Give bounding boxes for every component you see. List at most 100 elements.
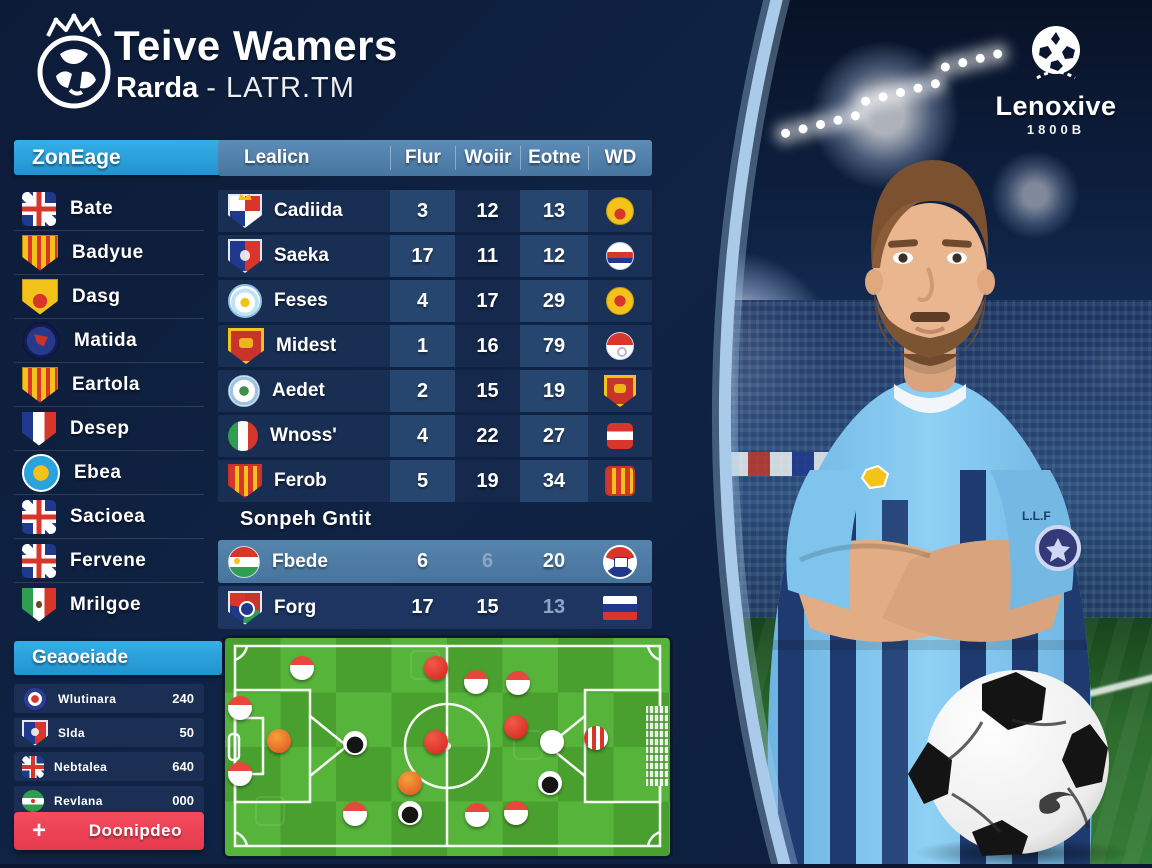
red-white-crest-marker[interactable] bbox=[584, 726, 608, 750]
stadium-scene: L.L.F bbox=[660, 0, 1152, 864]
stat-value: 640 bbox=[172, 759, 194, 774]
stat-row[interactable]: Nebtalea 640 bbox=[14, 752, 204, 781]
pitch-lines bbox=[227, 644, 668, 848]
quartered-crown-shield-icon bbox=[228, 194, 262, 228]
red-player-marker[interactable] bbox=[504, 715, 528, 739]
stat-value: 240 bbox=[172, 691, 194, 706]
uk-flag-crown-crest-icon bbox=[22, 191, 56, 226]
gold-red-round-crest-icon bbox=[606, 287, 634, 315]
page-title: Teive Wamers bbox=[114, 22, 398, 69]
stat-value: 15 bbox=[476, 596, 499, 618]
stat-value: 15 bbox=[455, 370, 520, 412]
stat-value: 17 bbox=[411, 596, 434, 618]
team-name: Midest bbox=[276, 335, 337, 356]
stat-value: 12 bbox=[520, 235, 588, 277]
italy-round-flag-icon bbox=[228, 421, 258, 451]
sidebar-item-badyue[interactable]: Badyue bbox=[14, 231, 204, 275]
sidebar-item-fervene[interactable]: Fervene bbox=[14, 539, 204, 583]
navy-round-crest-icon bbox=[22, 321, 60, 360]
sidebar-item-dasg[interactable]: Dasg bbox=[14, 275, 204, 319]
white-ring-round-crest-icon bbox=[228, 375, 260, 407]
column-header-wd[interactable]: WD bbox=[588, 146, 652, 170]
svg-text:L.L.F: L.L.F bbox=[1022, 509, 1051, 523]
column-header-flur[interactable]: Flur bbox=[390, 146, 455, 170]
sidebar-item-label: Matida bbox=[74, 329, 138, 351]
orange-player-marker[interactable] bbox=[398, 771, 422, 795]
white-player-marker[interactable] bbox=[228, 762, 252, 786]
page-subtitle: Rarda - LATR.TM bbox=[116, 72, 355, 105]
white-player-marker[interactable] bbox=[228, 696, 252, 720]
black-player-marker[interactable] bbox=[538, 771, 562, 795]
white-blue-red-flag-icon bbox=[603, 595, 637, 620]
download-button[interactable]: + Doonipdeo bbox=[14, 812, 204, 850]
stat-value: 12 bbox=[455, 190, 520, 232]
floodlight-glow bbox=[990, 150, 1080, 240]
table-row[interactable]: Aedet 2 15 19 bbox=[218, 370, 652, 412]
stat-value: 11 bbox=[455, 235, 520, 277]
white-player-marker[interactable] bbox=[540, 730, 564, 754]
spain-stripes-crest-icon bbox=[22, 234, 58, 271]
stat-value: 5 bbox=[390, 460, 455, 502]
table-row[interactable]: Saeka 17 11 12 bbox=[218, 235, 652, 277]
stat-row[interactable]: Revlana 000 bbox=[14, 786, 204, 815]
sidebar-item-bate[interactable]: Bate bbox=[14, 187, 204, 231]
white-player-marker[interactable] bbox=[504, 801, 528, 825]
stat-value: 19 bbox=[455, 460, 520, 502]
stat-value: 000 bbox=[172, 793, 194, 808]
red-player-marker[interactable] bbox=[424, 730, 448, 754]
spain-stripes-crest-icon bbox=[22, 366, 58, 403]
team-name: Forg bbox=[274, 596, 317, 618]
stat-value: 27 bbox=[520, 415, 588, 457]
stat-row[interactable]: Slda 50 bbox=[14, 718, 204, 747]
blue-round-crest-icon bbox=[22, 453, 60, 492]
white-player-marker[interactable] bbox=[464, 670, 488, 694]
sidebar: ZonEage Bate Badyue Dasg Matida Eartola … bbox=[14, 140, 222, 626]
sidebar-item-mrilgoe[interactable]: Mrilgoe bbox=[14, 583, 204, 626]
team-name: Cadiida bbox=[274, 200, 343, 221]
stat-value: 3 bbox=[390, 190, 455, 232]
team-name: Fbede bbox=[272, 550, 328, 572]
white-red-blue-round-flag-icon bbox=[606, 242, 634, 270]
table-row[interactable]: Cadiida 3 12 13 bbox=[218, 190, 652, 232]
stat-value: 17 bbox=[455, 280, 520, 322]
column-header-eotne[interactable]: Eotne bbox=[520, 146, 588, 170]
black-player-marker[interactable] bbox=[398, 801, 422, 825]
stat-value: 50 bbox=[179, 725, 194, 740]
table-row[interactable]: Midest 1 16 79 bbox=[218, 325, 652, 367]
white-player-marker[interactable] bbox=[290, 656, 314, 680]
group-section-title: Sonpeh Gntit bbox=[240, 508, 372, 530]
white-player-marker[interactable] bbox=[506, 671, 530, 695]
white-player-marker[interactable] bbox=[465, 803, 489, 827]
team-name: Ferob bbox=[274, 470, 327, 491]
sidebar-item-ebea[interactable]: Ebea bbox=[14, 451, 204, 495]
blue-red-shield-icon bbox=[22, 719, 48, 746]
red-gold-striped-shield-icon bbox=[228, 464, 262, 498]
standings-table: Cadiida 3 12 13 Saeka 17 11 12 Feses 4 1… bbox=[218, 190, 652, 505]
stat-value-muted: 6 bbox=[481, 550, 494, 572]
orange-player-marker[interactable] bbox=[267, 729, 291, 753]
sidebar-item-sacioea[interactable]: Sacioea bbox=[14, 495, 204, 539]
sidebar-item-desep[interactable]: Desep bbox=[14, 407, 204, 451]
action-button-label: Doonipdeo bbox=[88, 821, 182, 840]
sidebar-item-matida[interactable]: Matida bbox=[14, 319, 204, 363]
stat-value: 4 bbox=[390, 280, 455, 322]
sidebar-item-label: Dasg bbox=[72, 285, 121, 307]
stat-value: 29 bbox=[520, 280, 588, 322]
black-player-marker[interactable] bbox=[343, 731, 367, 755]
column-header-team[interactable]: Lealicn bbox=[244, 147, 310, 168]
table-row[interactable]: Ferob 5 19 34 bbox=[218, 460, 652, 502]
red-player-marker[interactable] bbox=[424, 656, 448, 680]
white-player-marker[interactable] bbox=[343, 802, 367, 826]
table-row[interactable]: Feses 4 17 29 bbox=[218, 280, 652, 322]
column-header-woiir[interactable]: Woiir bbox=[455, 146, 520, 170]
team-name: Feses bbox=[274, 290, 328, 311]
table-row[interactable]: Forg 17 15 13 bbox=[218, 586, 652, 629]
france-shield-icon bbox=[22, 411, 56, 446]
stat-value: 22 bbox=[455, 415, 520, 457]
sidebar-item-eartola[interactable]: Eartola bbox=[14, 363, 204, 407]
league-brand-badge: Lenoxive 1800B bbox=[976, 20, 1136, 137]
table-row-highlighted[interactable]: Fbede 6 6 20 bbox=[218, 540, 652, 583]
stat-row[interactable]: Wlutinara 240 bbox=[14, 684, 204, 713]
table-row[interactable]: Wnoss' 4 22 27 bbox=[218, 415, 652, 457]
stat-value: 20 bbox=[542, 550, 566, 572]
